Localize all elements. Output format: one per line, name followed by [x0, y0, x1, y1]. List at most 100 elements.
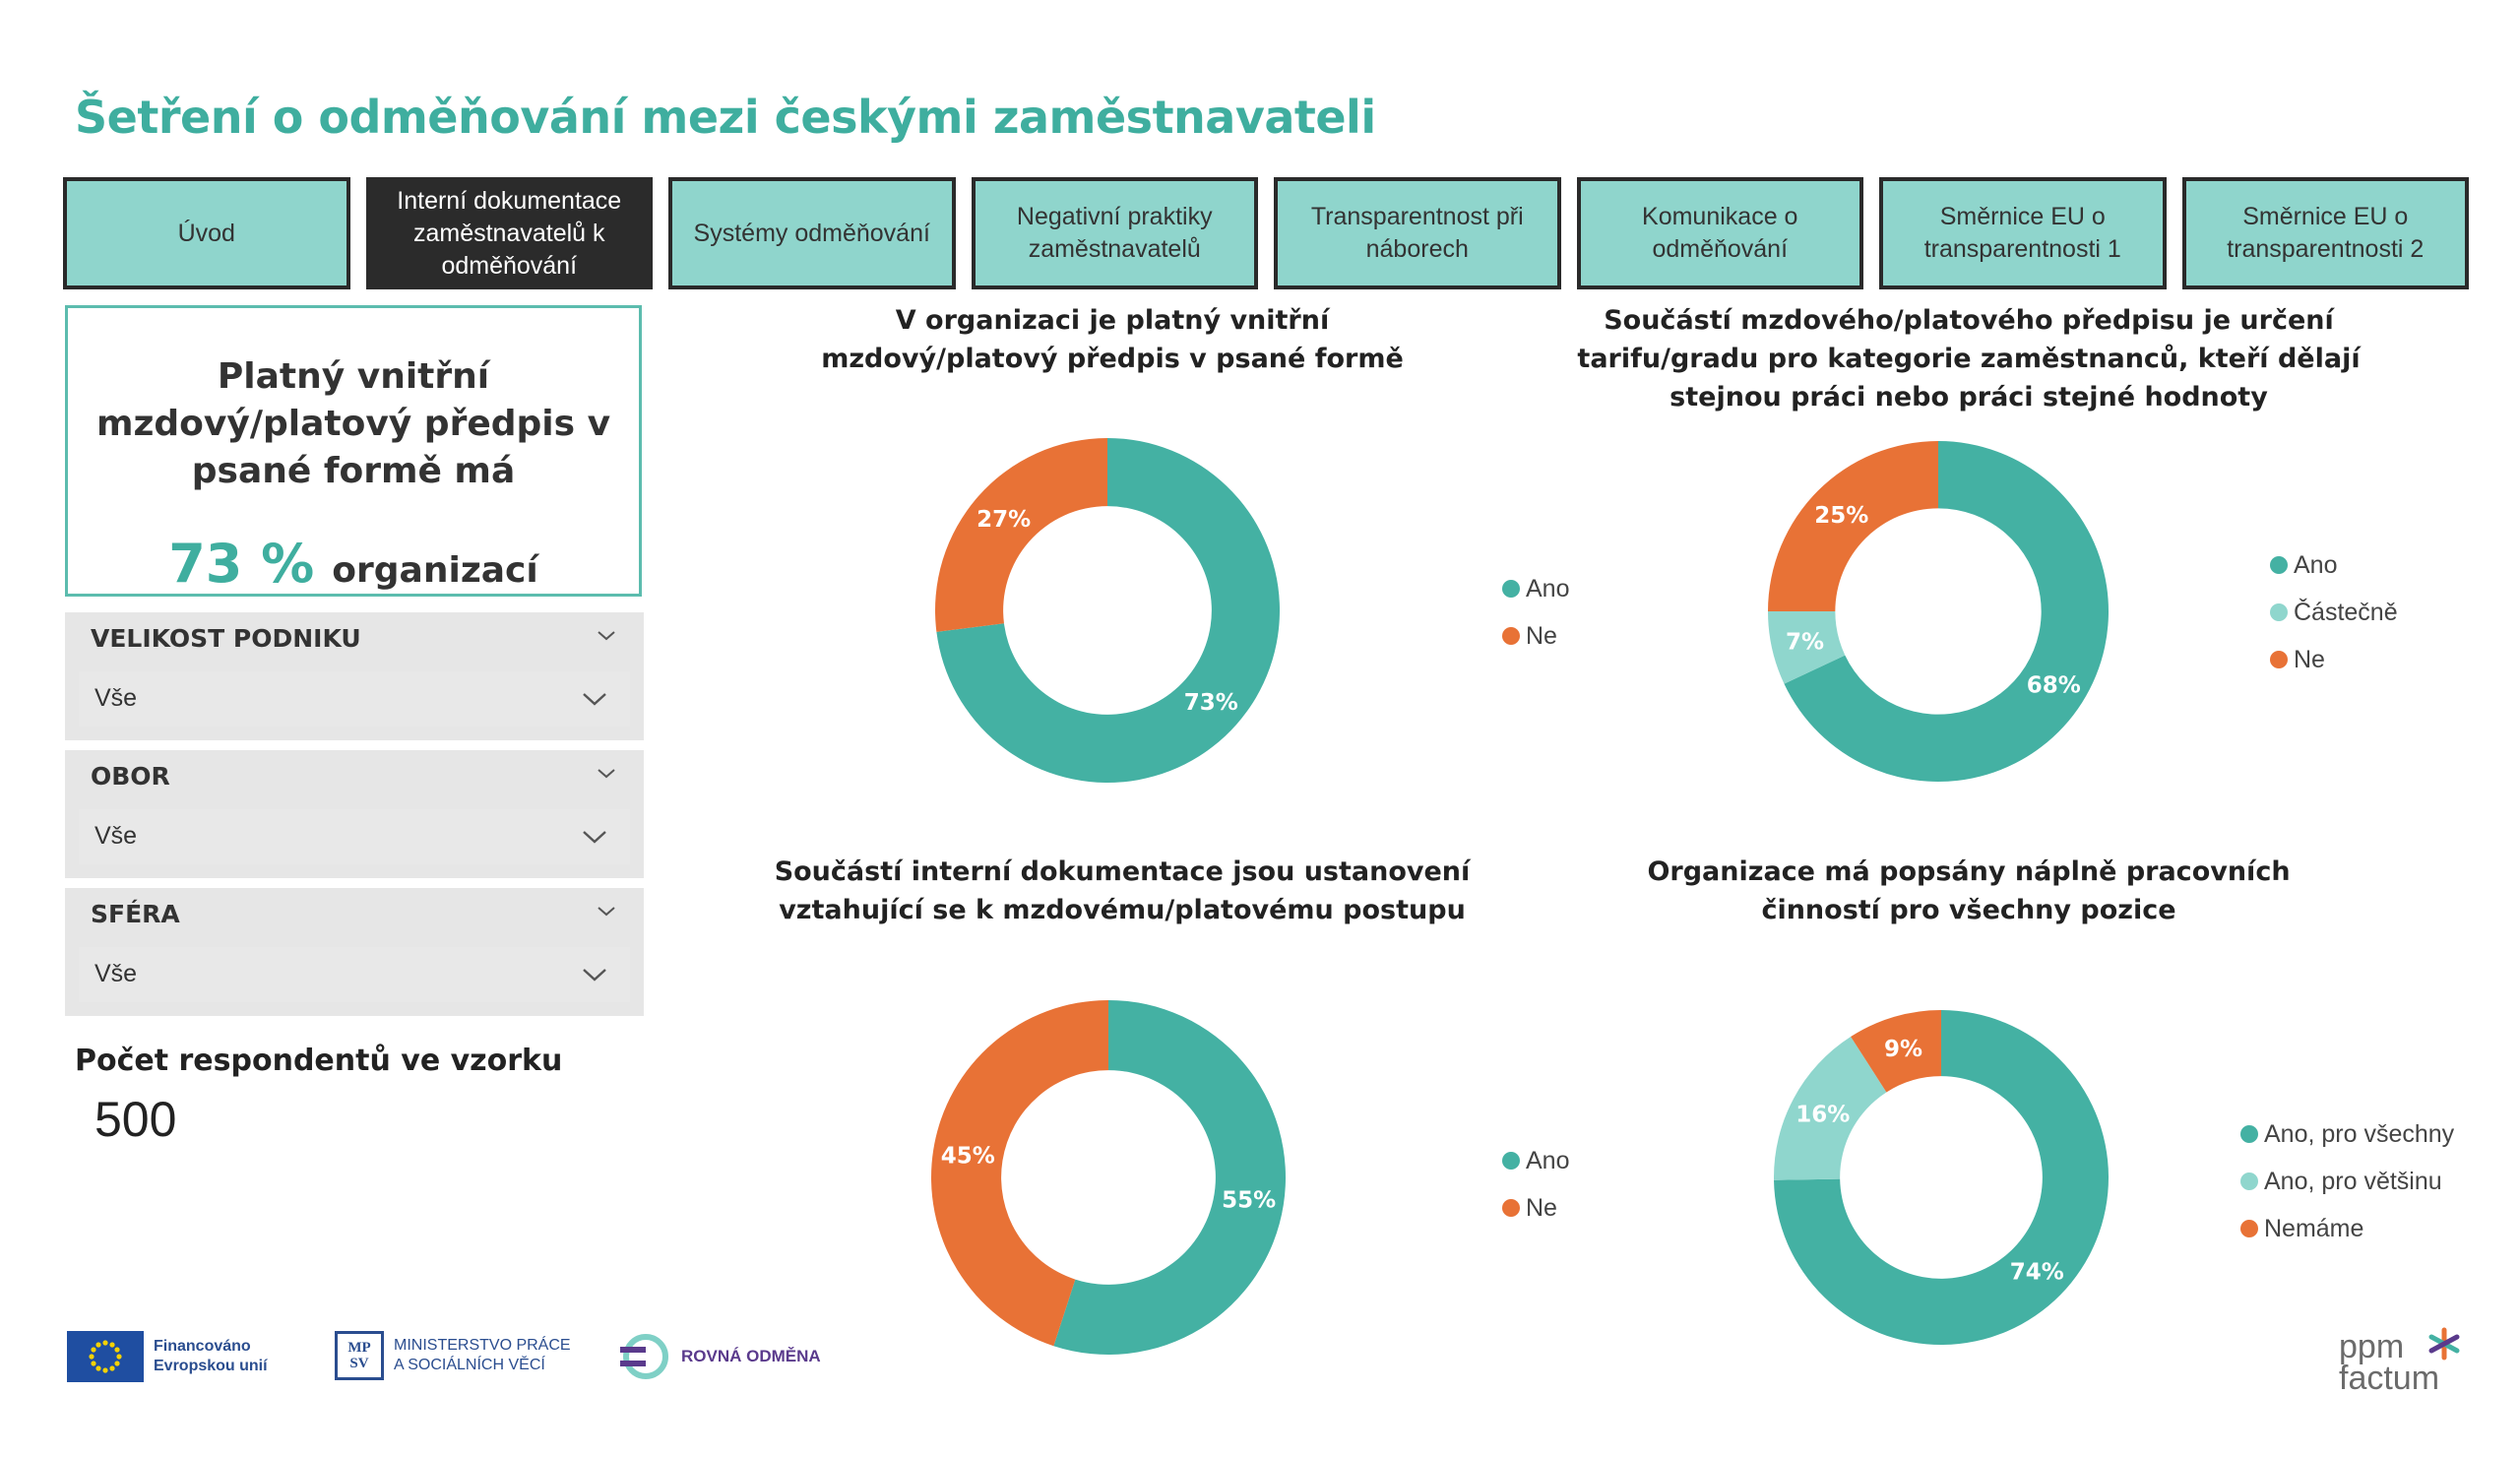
- slice-label: 73%: [1184, 690, 1238, 716]
- slice-label: 55%: [1222, 1188, 1276, 1214]
- slice-label: 16%: [1796, 1103, 1850, 1128]
- chevron-down-icon[interactable]: [595, 624, 618, 648]
- legend-item[interactable]: Ne: [1502, 1184, 1569, 1232]
- slice-label: 45%: [941, 1143, 995, 1169]
- legend-item[interactable]: Ano: [2270, 541, 2398, 589]
- legend-label: Ne: [2294, 645, 2325, 673]
- legend-item[interactable]: Částečně: [2270, 589, 2398, 636]
- legend-item[interactable]: Ano: [1502, 565, 1569, 612]
- chart-title: Organizace má popsány náplně pracovních …: [1647, 856, 2291, 925]
- legend-label: Částečně: [2294, 598, 2398, 626]
- slice-label: 9%: [1884, 1037, 1922, 1062]
- eu-logo: Financováno Evropskou unií: [67, 1331, 268, 1382]
- slice-label: 27%: [976, 507, 1031, 533]
- legend-item[interactable]: Nemáme: [2240, 1205, 2454, 1252]
- legend-item[interactable]: Ano, pro všechny: [2240, 1110, 2454, 1158]
- chart-title: Součástí mzdového/platového předpisu je …: [1577, 305, 2361, 412]
- eu-text-line: Evropskou unií: [154, 1358, 268, 1374]
- kpi-text: Platný vnitřní mzdový/platový předpis v …: [95, 356, 611, 491]
- donut-slice[interactable]: [936, 438, 1280, 783]
- filter-select[interactable]: Vše: [79, 671, 630, 727]
- legend-marker: [1502, 1152, 1520, 1170]
- donut-chart: 73% 27%: [935, 438, 1280, 783]
- legend-label: Ne: [1526, 1193, 1557, 1222]
- tab-smernice-eu-2[interactable]: Směrnice EU o transparentnosti 2: [2181, 177, 2469, 289]
- tab-smernice-eu-1[interactable]: Směrnice EU o transparentnosti 1: [1879, 177, 2167, 289]
- ppm-text: ppm: [2339, 1328, 2405, 1365]
- factum-text: factum: [2339, 1360, 2440, 1397]
- respondents-label: Počet respondentů ve vzorku: [75, 1044, 563, 1078]
- legend-marker: [2270, 603, 2288, 621]
- tab-systemy-odmenovani[interactable]: Systémy odměňování: [668, 177, 956, 289]
- tab-interni-dokumentace[interactable]: Interní dokumentace zaměstnavatelů k odm…: [365, 177, 653, 289]
- eu-flag-icon: [67, 1331, 144, 1382]
- filter-sfera: SFÉRA Vše: [65, 888, 644, 1016]
- filter-label: VELIKOST PODNIKU: [91, 624, 361, 653]
- legend-item[interactable]: Ne: [1502, 612, 1569, 660]
- tab-uvod[interactable]: Úvod: [63, 177, 350, 289]
- legend-label: Ano, pro všechny: [2264, 1119, 2455, 1148]
- filter-value: Vše: [94, 822, 138, 850]
- rovna-odmena-text: ROVNÁ ODMĚNA: [681, 1347, 821, 1365]
- legend-label: Ne: [1526, 621, 1557, 650]
- page-title: Šetření o odměňování mezi českými zaměst…: [75, 91, 1376, 144]
- chevron-down-icon: [583, 831, 606, 844]
- legend-marker: [1502, 1199, 1520, 1217]
- chart-legend: Ano, pro všechny Ano, pro většinu Nemáme: [2240, 1110, 2454, 1252]
- donut-chart: 68% 7% 25%: [1768, 441, 2109, 782]
- kpi-card: Platný vnitřní mzdový/platový předpis v …: [65, 305, 642, 597]
- filter-value: Vše: [94, 960, 138, 987]
- filter-select[interactable]: Vše: [79, 809, 630, 864]
- donut-slice[interactable]: [1053, 1000, 1286, 1355]
- slice-label: 74%: [2010, 1260, 2064, 1286]
- chevron-down-icon: [583, 969, 606, 982]
- chart-title: V organizaci je platný vnitřní mzdový/pl…: [821, 305, 1404, 374]
- chevron-down-icon[interactable]: [595, 900, 618, 923]
- filter-label: SFÉRA: [91, 900, 180, 928]
- filter-select[interactable]: Vše: [79, 947, 630, 1002]
- mpsv-text-line: MINISTERSTVO PRÁCE: [394, 1337, 571, 1354]
- legend-marker: [1502, 580, 1520, 598]
- filter-obor: OBOR Vše: [65, 750, 644, 878]
- donut-slice[interactable]: [1851, 1010, 1941, 1093]
- legend-item[interactable]: Ano, pro většinu: [2240, 1158, 2454, 1205]
- donut-slice[interactable]: [1768, 441, 1938, 611]
- kpi-value: 73 %: [168, 533, 315, 595]
- legend-marker: [1502, 627, 1520, 645]
- chevron-down-icon: [583, 693, 606, 706]
- donut-slice[interactable]: [1774, 1010, 2109, 1345]
- mpsv-logo-icon: MP SV: [335, 1331, 384, 1380]
- slice-label: 7%: [1786, 629, 1824, 655]
- legend-item[interactable]: Ne: [2270, 636, 2398, 683]
- slice-label: 68%: [2027, 672, 2081, 698]
- asterisk-icon: [2428, 1327, 2460, 1361]
- chevron-down-icon[interactable]: [595, 762, 618, 786]
- legend-label: Nemáme: [2264, 1214, 2364, 1242]
- donut-slice[interactable]: [1774, 1036, 1887, 1180]
- rovna-odmena-logo: ROVNÁ ODMĚNA: [616, 1331, 821, 1382]
- tab-transparentnost-naborech[interactable]: Transparentnost při náborech: [1274, 177, 1561, 289]
- slice-label: 25%: [1814, 503, 1868, 529]
- legend-label: Ano: [1526, 1146, 1570, 1174]
- donut-slice[interactable]: [935, 438, 1107, 632]
- filter-value: Vše: [94, 684, 138, 712]
- kpi-unit: organizací: [332, 550, 538, 591]
- legend-marker: [2240, 1220, 2258, 1237]
- donut-chart: 55% 45%: [931, 1000, 1286, 1355]
- filter-velikost-podniku: VELIKOST PODNIKU Vše: [65, 612, 644, 740]
- donut-slice[interactable]: [1768, 611, 1846, 684]
- chart-title: Součástí interní dokumentace jsou ustano…: [774, 856, 1471, 925]
- respondents-value: 500: [94, 1092, 177, 1147]
- donut-slice[interactable]: [1784, 441, 2109, 782]
- legend-item[interactable]: Ano: [1502, 1137, 1569, 1184]
- chart-legend: Ano Částečně Ne: [2270, 541, 2398, 683]
- chart-legend: Ano Ne: [1502, 565, 1569, 660]
- donut-slice[interactable]: [931, 1000, 1108, 1347]
- ppm-factum-logo: ppm factum: [2339, 1327, 2460, 1397]
- tab-negativni-praktiky[interactable]: Negativní praktiky zaměstnavatelů: [971, 177, 1258, 289]
- tab-komunikace[interactable]: Komunikace o odměňování: [1576, 177, 1863, 289]
- legend-marker: [2270, 556, 2288, 574]
- legend-label: Ano, pro většinu: [2264, 1167, 2442, 1195]
- legend-label: Ano: [2294, 550, 2338, 579]
- legend-label: Ano: [1526, 574, 1570, 602]
